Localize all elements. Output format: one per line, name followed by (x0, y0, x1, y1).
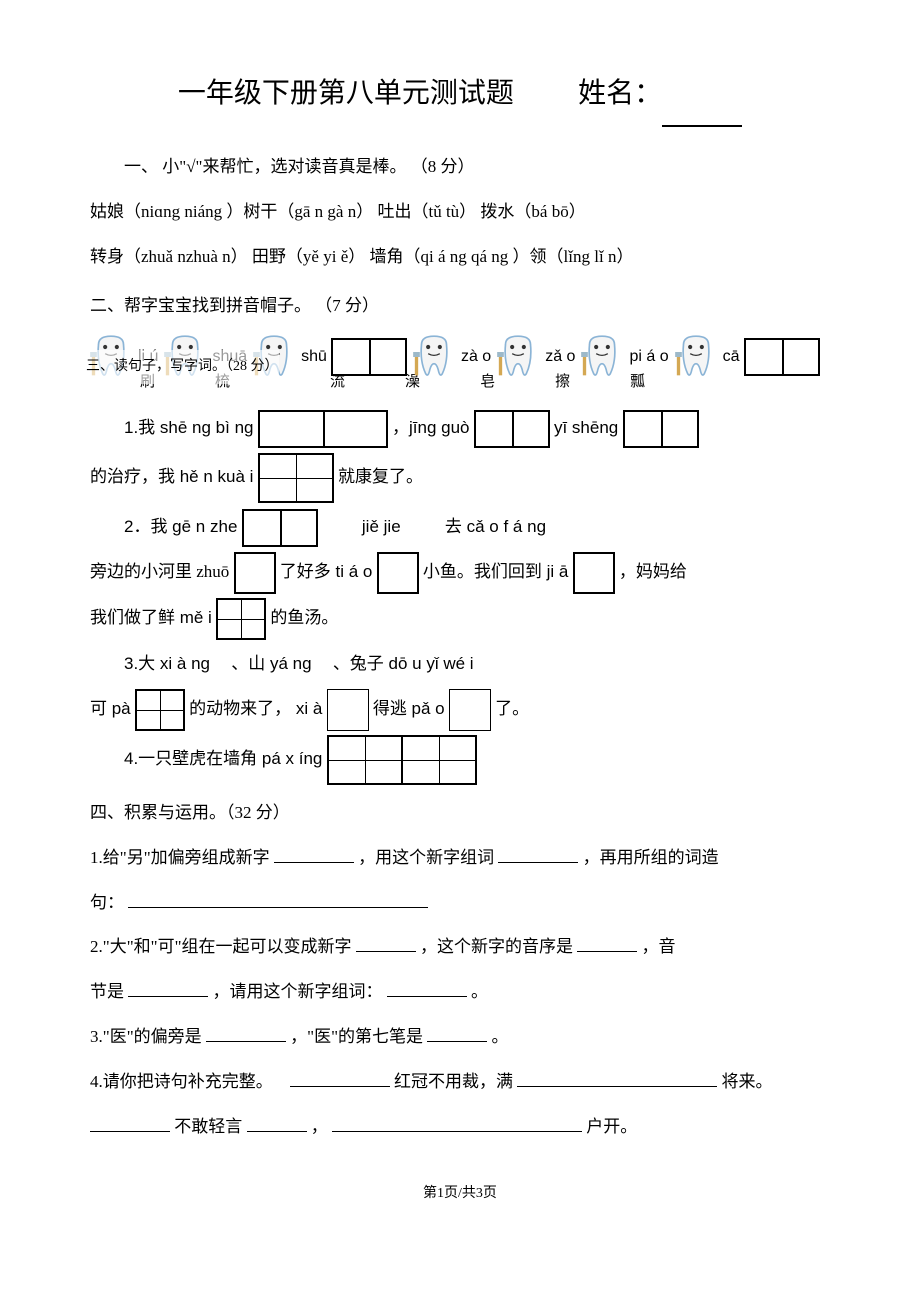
answer-box[interactable] (258, 410, 388, 448)
s3-q3-line2: 可 pà 的动物来了， xi à 得逃 pǎ o 了。 (90, 689, 830, 731)
answer-box[interactable] (242, 509, 318, 547)
pinyin-row: 三、读句子，写字词。（28 分） li ú shuā (90, 332, 830, 382)
s4-q2b: 节是 ，请用这个新字组词： 。 (90, 972, 830, 1013)
answer-box[interactable] (623, 410, 699, 448)
section-2: 二、帮字宝宝找到拼音帽子。 （7 分） 三、读句子，写字词。（28 分） li … (90, 286, 830, 401)
s3-q4: 4.一只壁虎在墙角 pá x íng (90, 735, 830, 785)
s4-q4: 4.请你把诗句补充完整。 红冠不用裁，满 将来。 (90, 1062, 830, 1103)
fill-blank[interactable] (128, 890, 428, 908)
s4-q1: 1.给"另"加偏旁组成新字 ，用这个新字组词 ，再用所组的词造 (90, 838, 830, 879)
s4-q3: 3."医"的偏旁是 ，"医"的第七笔是 。 (90, 1017, 830, 1058)
section-1-heading: 一、 小"√"来帮忙，选对读音真是棒。 （8 分） (90, 147, 830, 188)
s3-q2-line3: 我们做了鲜 mě i 的鱼汤。 (90, 598, 830, 640)
pinyin-item-4: zà o (461, 338, 491, 376)
s4-q1b: 句： (90, 883, 830, 924)
section-3-heading-inline: 三、读句子，写字词。（28 分） (86, 350, 279, 384)
s3-q1-line2: 的治疗，我 hě n kuà i 就康复了。 (90, 453, 830, 503)
fill-blank[interactable] (90, 1114, 170, 1132)
fill-blank[interactable] (427, 1024, 487, 1042)
s1-line2: 转身（zhuǎ nzhuà n） 田野（yě yi ě） 墙角（qi á ng … (90, 237, 830, 278)
fill-blank[interactable] (247, 1114, 307, 1132)
answer-box[interactable] (234, 552, 276, 594)
answer-box[interactable] (331, 338, 407, 376)
fill-blank[interactable] (498, 845, 578, 863)
s3-q1-line1: 1.我 shē ng bì ng ，jīng guò yī shēng (90, 408, 830, 449)
s4-q4b: 不敢轻言 ， 户开。 (90, 1107, 830, 1148)
fill-blank[interactable] (517, 1069, 717, 1087)
answer-box[interactable] (216, 598, 266, 640)
fill-blank[interactable] (290, 1069, 390, 1087)
name-blank-field[interactable] (662, 125, 742, 127)
tooth-icon (581, 332, 623, 382)
answer-box[interactable] (474, 410, 550, 448)
fill-blank[interactable] (387, 979, 467, 997)
pinyin-item-7: cā (723, 338, 820, 376)
pinyin-item-6: pi á o (629, 338, 668, 376)
answer-box[interactable] (377, 552, 419, 594)
s3-q3-line1: 3.大 xi à ng 、山 yá ng 、兔子 dō u yǐ wé i (90, 644, 830, 685)
answer-box[interactable] (327, 735, 403, 785)
answer-box[interactable] (744, 338, 820, 376)
section-4: 四、积累与运用。（32 分） 1.给"另"加偏旁组成新字 ，用这个新字组词 ，再… (90, 793, 830, 1147)
page-title: 一年级下册第八单元测试题 (178, 60, 514, 127)
fill-blank[interactable] (332, 1114, 582, 1132)
section-1: 一、 小"√"来帮忙，选对读音真是棒。 （8 分） 姑娘（niɑng niáng… (90, 147, 830, 277)
s3-q2-line2: 旁边的小河里 zhuō 了好多 ti á o 小鱼。我们回到 ji ā ，妈妈给 (90, 552, 830, 594)
tooth-icon (675, 332, 717, 382)
fill-blank[interactable] (128, 979, 208, 997)
tooth-icon (497, 332, 539, 382)
answer-box[interactable] (401, 735, 477, 785)
s1-line1: 姑娘（niɑng niáng ）树干（gā n gà n） 吐出（tǔ tù） … (90, 192, 830, 233)
answer-box[interactable] (449, 689, 491, 731)
name-label: 姓名： (578, 78, 662, 109)
tooth-icon (413, 332, 455, 382)
fill-blank[interactable] (356, 934, 416, 952)
fill-blank[interactable] (577, 934, 637, 952)
section-4-heading: 四、积累与运用。（32 分） (90, 793, 830, 834)
answer-box[interactable] (135, 689, 185, 731)
answer-box[interactable] (573, 552, 615, 594)
pinyin-item-3: shū (301, 338, 407, 376)
section-2-heading: 二、帮字宝宝找到拼音帽子。 （7 分） (90, 286, 830, 327)
answer-box[interactable] (258, 453, 334, 503)
page-footer: 第1页/共3页 (90, 1177, 830, 1211)
fill-blank[interactable] (206, 1024, 286, 1042)
title-row: 一年级下册第八单元测试题 姓名： (90, 60, 830, 127)
s3-q2-line1: 2．我 gē n zhe jiě jie 去 cǎ o f á ng (90, 507, 830, 548)
section-3: 1.我 shē ng bì ng ，jīng guò yī shēng 的治疗，… (90, 408, 830, 785)
pinyin-item-5: zǎ o (545, 338, 575, 376)
s4-q2: 2."大"和"可"组在一起可以变成新字 ，这个新字的音序是 ，音 (90, 927, 830, 968)
answer-box[interactable] (327, 689, 369, 731)
fill-blank[interactable] (274, 845, 354, 863)
